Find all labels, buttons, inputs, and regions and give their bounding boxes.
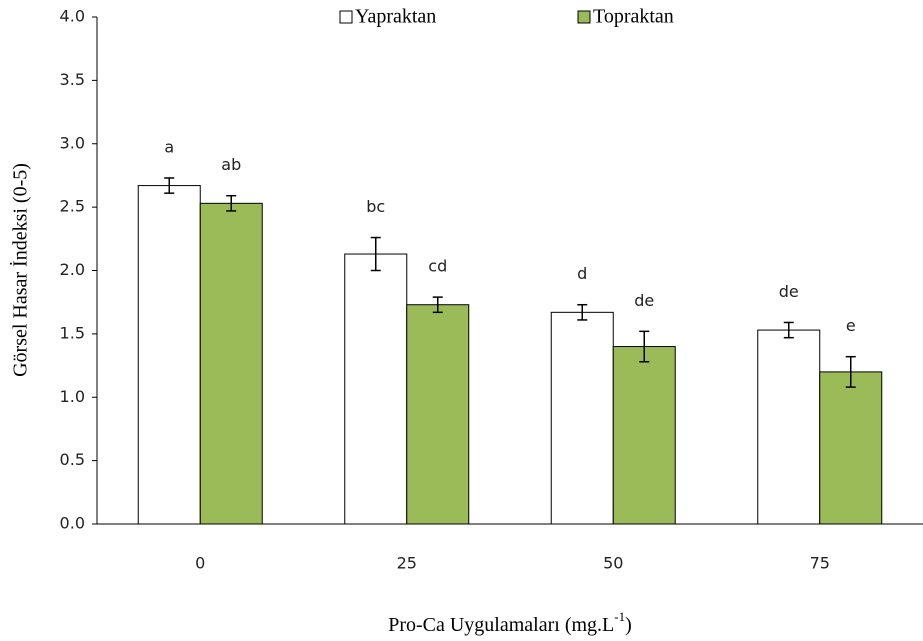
legend-label: Topraktan bbox=[593, 6, 674, 28]
bar bbox=[612, 346, 676, 525]
y-tick-label: 3.5 bbox=[60, 70, 85, 89]
bar bbox=[344, 253, 408, 525]
y-tick-label: 4.0 bbox=[60, 7, 85, 26]
y-tick-label: 3.0 bbox=[60, 133, 85, 152]
y-axis-title: Görsel Hasar İndeksi (0-5) bbox=[9, 163, 32, 377]
x-tick-label: 25 bbox=[397, 554, 417, 573]
y-tick-label: 0.5 bbox=[60, 450, 85, 469]
significance-letter: ab bbox=[221, 155, 241, 174]
bar bbox=[819, 371, 883, 525]
y-tick-label: 1.5 bbox=[60, 323, 85, 342]
x-tick-label: 50 bbox=[603, 554, 623, 573]
legend-swatch bbox=[577, 10, 591, 24]
x-tick-label: 0 bbox=[195, 554, 205, 573]
significance-letter: cd bbox=[428, 257, 447, 276]
significance-letter: a bbox=[164, 137, 174, 156]
significance-letter: e bbox=[846, 316, 856, 335]
y-tick-label: 2.5 bbox=[60, 197, 85, 216]
y-tick-label: 0.0 bbox=[60, 514, 85, 533]
bar bbox=[406, 304, 470, 525]
y-tick-label: 1.0 bbox=[60, 387, 85, 406]
x-tick-label: 75 bbox=[810, 554, 830, 573]
x-axis-title: Pro-Ca Uygulamaları (mg.L-1) bbox=[388, 609, 632, 636]
significance-letter: bc bbox=[366, 197, 385, 216]
significance-letter: de bbox=[779, 282, 799, 301]
legend-label: Yapraktan bbox=[355, 6, 436, 28]
bar bbox=[199, 202, 263, 525]
bar bbox=[137, 185, 201, 525]
legend-swatch bbox=[339, 10, 353, 24]
significance-letter: d bbox=[577, 264, 587, 283]
significance-letter: de bbox=[634, 291, 654, 310]
y-tick-label: 2.0 bbox=[60, 260, 85, 279]
bar bbox=[757, 329, 821, 525]
bar bbox=[550, 311, 614, 525]
